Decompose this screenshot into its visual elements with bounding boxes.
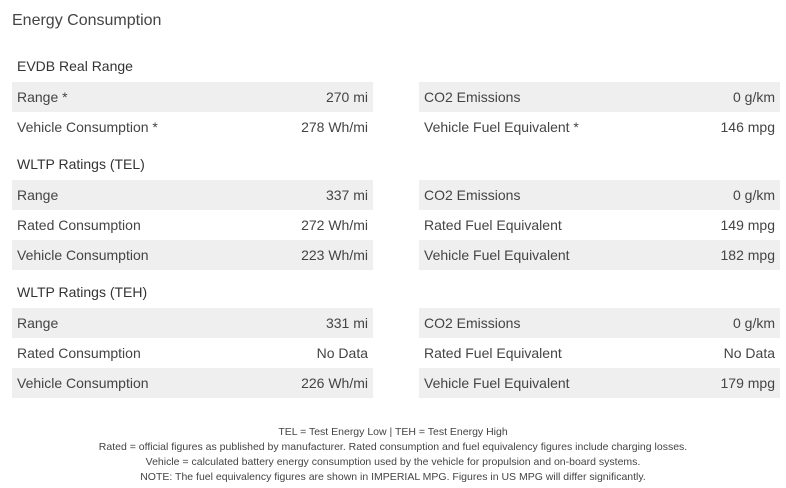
section-heading-evdb-real-range: EVDB Real Range	[17, 58, 133, 74]
table-row: CO2 Emissions 0 g/km	[419, 308, 780, 338]
row-value: 278 Wh/mi	[301, 119, 368, 135]
row-label: Rated Fuel Equivalent	[424, 345, 562, 361]
row-label: Vehicle Fuel Equivalent	[424, 375, 570, 391]
row-value: 182 mpg	[720, 247, 775, 263]
footer-notes: TEL = Test Energy Low | TEH = Test Energ…	[0, 425, 786, 485]
row-label: CO2 Emissions	[424, 315, 521, 331]
table-row: Vehicle Fuel Equivalent 182 mpg	[419, 240, 780, 270]
section-heading-wltp-tel: WLTP Ratings (TEL)	[17, 156, 145, 172]
row-value: 0 g/km	[732, 187, 775, 203]
row-value: 337 mi	[325, 187, 368, 203]
table-row: Vehicle Consumption 226 Wh/mi	[12, 368, 373, 398]
footer-mpg-note: NOTE: The fuel equivalency figures are s…	[140, 471, 646, 483]
row-label: Range *	[17, 89, 68, 105]
row-label: CO2 Emissions	[424, 187, 521, 203]
evdb-right-table: CO2 Emissions 0 g/km Vehicle Fuel Equiva…	[419, 82, 780, 142]
row-label: CO2 Emissions	[424, 89, 521, 105]
table-row: CO2 Emissions 0 g/km	[419, 82, 780, 112]
row-value: No Data	[316, 345, 368, 361]
table-row: Rated Fuel Equivalent No Data	[419, 338, 780, 368]
table-row: CO2 Emissions 0 g/km	[419, 180, 780, 210]
row-label: Vehicle Fuel Equivalent	[424, 247, 570, 263]
footer-vehicle-note: Vehicle = calculated battery energy cons…	[145, 456, 641, 468]
row-value: 146 mpg	[720, 119, 775, 135]
row-value: 272 Wh/mi	[301, 217, 368, 233]
table-row: Vehicle Consumption 223 Wh/mi	[12, 240, 373, 270]
row-value: 226 Wh/mi	[301, 375, 368, 391]
table-row: Vehicle Fuel Equivalent 179 mpg	[419, 368, 780, 398]
evdb-left-table: Range * 270 mi Vehicle Consumption * 278…	[12, 82, 373, 142]
row-label: Range	[17, 187, 59, 203]
row-value: 223 Wh/mi	[301, 247, 368, 263]
row-value: 270 mi	[325, 89, 368, 105]
table-row: Range 337 mi	[12, 180, 373, 210]
table-row: Range * 270 mi	[12, 82, 373, 112]
row-label: Rated Fuel Equivalent	[424, 217, 562, 233]
table-row: Vehicle Consumption * 278 Wh/mi	[12, 112, 373, 142]
table-row: Vehicle Fuel Equivalent * 146 mpg	[419, 112, 780, 142]
row-value: 331 mi	[325, 315, 368, 331]
table-row: Rated Fuel Equivalent 149 mpg	[419, 210, 780, 240]
row-label: Rated Consumption	[17, 217, 141, 233]
row-value: 0 g/km	[732, 89, 775, 105]
table-row: Rated Consumption No Data	[12, 338, 373, 368]
page-title: Energy Consumption	[12, 12, 162, 29]
footer-rated-note: Rated = official figures as published by…	[98, 441, 688, 453]
row-label: Vehicle Consumption	[17, 247, 149, 263]
wltp-teh-right-table: CO2 Emissions 0 g/km Rated Fuel Equivale…	[419, 308, 780, 398]
row-value: No Data	[723, 345, 775, 361]
row-label: Range	[17, 315, 59, 331]
row-label: Vehicle Fuel Equivalent *	[424, 119, 579, 135]
row-label: Vehicle Consumption *	[17, 119, 158, 135]
row-label: Rated Consumption	[17, 345, 141, 361]
section-heading-wltp-teh: WLTP Ratings (TEH)	[17, 284, 148, 300]
footer-legend-line: TEL = Test Energy Low | TEH = Test Energ…	[278, 426, 508, 438]
row-value: 179 mpg	[720, 375, 775, 391]
row-value: 149 mpg	[720, 217, 775, 233]
row-value: 0 g/km	[732, 315, 775, 331]
wltp-teh-left-table: Range 331 mi Rated Consumption No Data V…	[12, 308, 373, 398]
wltp-tel-left-table: Range 337 mi Rated Consumption 272 Wh/mi…	[12, 180, 373, 270]
table-row: Range 331 mi	[12, 308, 373, 338]
table-row: Rated Consumption 272 Wh/mi	[12, 210, 373, 240]
wltp-tel-right-table: CO2 Emissions 0 g/km Rated Fuel Equivale…	[419, 180, 780, 270]
row-label: Vehicle Consumption	[17, 375, 149, 391]
